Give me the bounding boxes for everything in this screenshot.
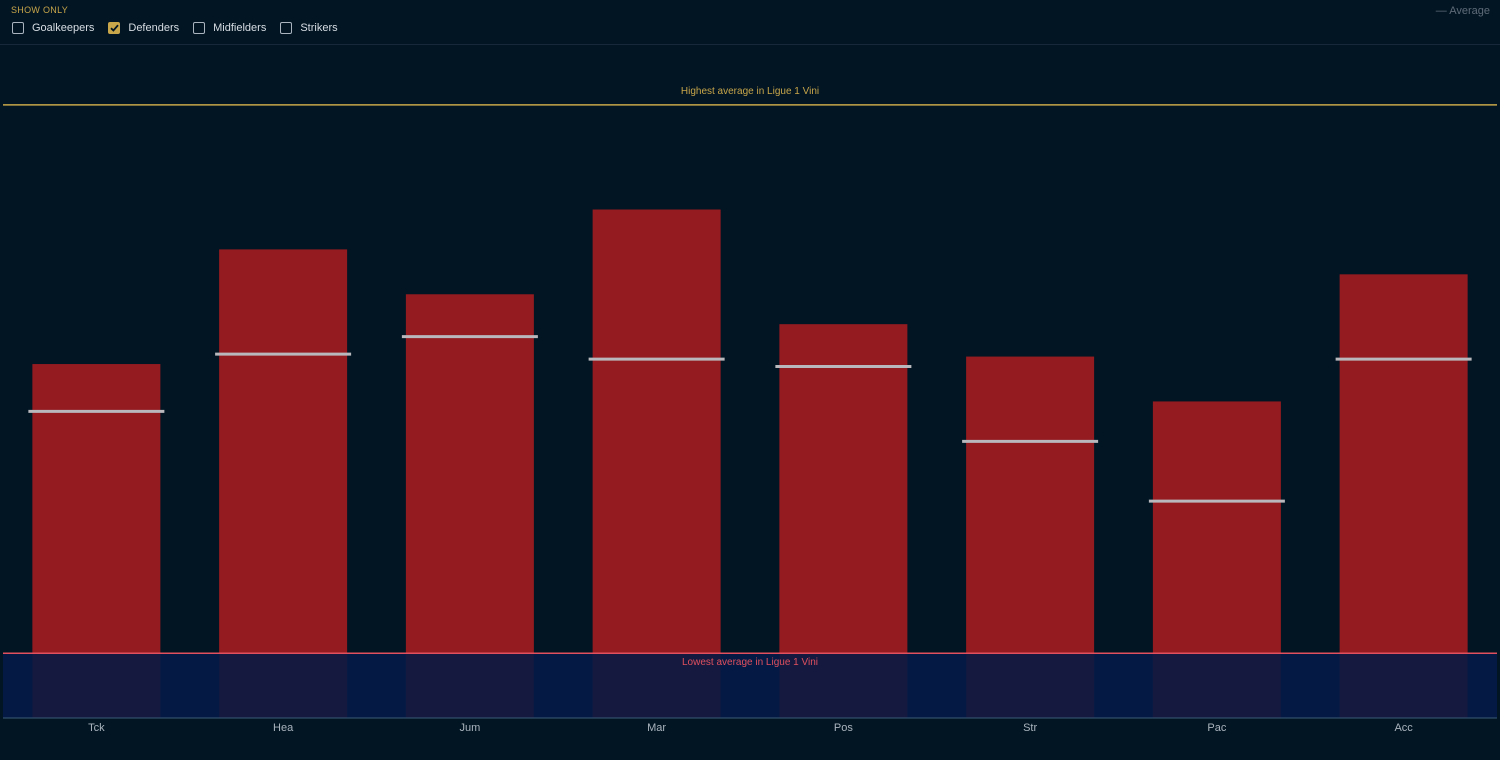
bar-str	[966, 356, 1095, 654]
bar-pac-lower	[1152, 653, 1281, 718]
bar-hea	[219, 249, 348, 654]
bar-acc-lower	[1339, 653, 1468, 718]
x-tick-label-mar: Mar	[647, 722, 666, 734]
bar-pos-lower	[779, 653, 908, 718]
checkbox-midfielders[interactable]: Midfielders	[193, 22, 266, 34]
x-tick-label-tck: Tck	[88, 722, 105, 734]
bar-jum	[405, 294, 534, 654]
checkbox-defenders-label[interactable]: Defenders	[128, 22, 180, 34]
checkbox-midfielders-label[interactable]: Midfielders	[213, 22, 267, 34]
checkbox-strikers-label[interactable]: Strikers	[300, 22, 338, 34]
x-tick-label-acc: Acc	[1394, 722, 1413, 734]
bar-mar	[592, 209, 721, 654]
bar-mar-lower	[592, 653, 721, 718]
x-tick-label-hea: Hea	[273, 722, 294, 734]
checkbox-goalkeepers[interactable]: Goalkeepers	[12, 22, 94, 34]
checkbox-strikers[interactable]: Strikers	[280, 22, 338, 34]
bar-tck-lower	[32, 653, 161, 718]
checkbox-goalkeepers-box[interactable]	[12, 22, 24, 34]
checkbox-defenders[interactable]: Defenders	[108, 22, 179, 34]
checkbox-midfielders-box[interactable]	[193, 22, 206, 34]
x-tick-label-str: Str	[1023, 722, 1037, 734]
lowest-average-band	[3, 653, 1497, 718]
bar-acc	[1339, 274, 1468, 654]
checkbox-goalkeepers-label[interactable]: Goalkeepers	[32, 22, 95, 34]
filter-title: SHOW ONLY	[11, 5, 69, 15]
bar-jum-lower	[405, 653, 534, 718]
position-filter-bar: SHOW ONLY Goalkeepers Defenders Midfield…	[0, 0, 1500, 45]
bar-pos	[779, 324, 908, 654]
x-tick-label-pos: Pos	[834, 722, 853, 734]
x-tick-label-jum: Jum	[459, 722, 480, 734]
position-checkboxes: Goalkeepers Defenders Midfielders Strike…	[12, 22, 352, 34]
x-tick-label-pac: Pac	[1207, 722, 1226, 734]
bar-str-lower	[966, 653, 1095, 718]
lowest-average-label: Lowest average in Ligue 1 Vini	[682, 657, 818, 668]
checkbox-strikers-box[interactable]	[280, 22, 293, 34]
checkbox-defenders-box[interactable]	[108, 22, 121, 34]
bar-tck	[32, 364, 161, 654]
average-legend: — Average	[1435, 5, 1490, 17]
bar-pac	[1152, 401, 1281, 654]
bar-hea-lower	[219, 653, 348, 718]
highest-average-label: Highest average in Ligue 1 Vini	[681, 86, 819, 97]
check-icon	[110, 24, 119, 32]
